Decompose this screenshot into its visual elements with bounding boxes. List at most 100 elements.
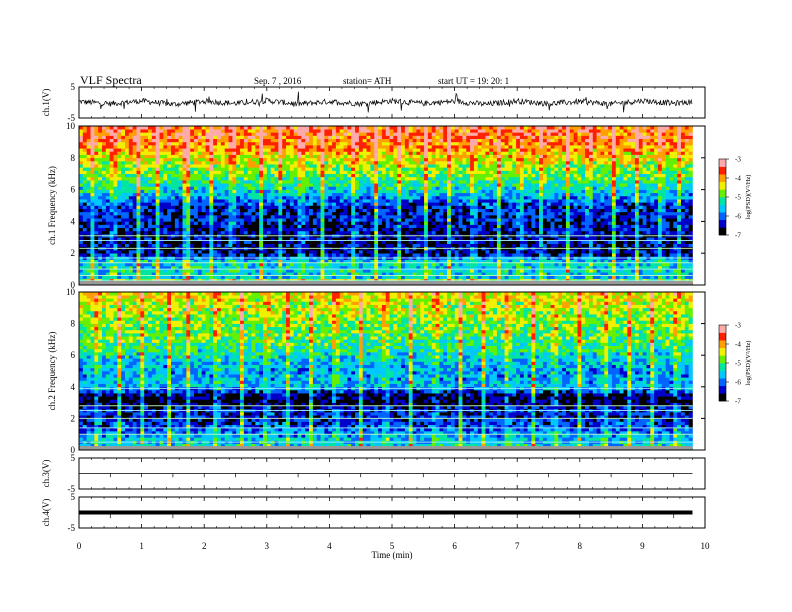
spectrogram-cell <box>117 129 122 133</box>
spectrogram-cell <box>140 202 145 206</box>
spectrogram-cell <box>320 211 325 216</box>
spectrogram-cell <box>439 138 444 143</box>
spectrogram-cell <box>236 132 241 136</box>
spectrogram-cell <box>90 265 95 270</box>
spectrogram-cell <box>378 145 383 149</box>
spectrogram-cell <box>385 151 390 155</box>
spectrogram-cell <box>94 183 99 187</box>
spectrogram-cell <box>243 192 248 197</box>
spectrogram-cell <box>381 167 387 171</box>
spectrogram-cell <box>339 180 344 184</box>
spectrogram-cell <box>201 272 206 276</box>
spectrogram-cell <box>381 205 387 209</box>
spectrogram-cell <box>439 151 444 155</box>
spectrogram-cell <box>213 269 218 273</box>
spectrogram-cell <box>358 215 364 219</box>
spectrogram-cell <box>420 176 425 181</box>
spectrogram-cell <box>332 275 337 279</box>
spectrogram-cell <box>247 243 252 248</box>
spectrogram-cell <box>148 240 153 244</box>
spectrogram-cell <box>301 148 306 152</box>
spectrogram-cell <box>266 259 272 264</box>
spectrogram-cell <box>136 148 141 152</box>
spectrogram-cell <box>347 199 352 203</box>
spectrogram-cell <box>217 243 222 248</box>
spectrogram-cell <box>358 160 364 165</box>
spectrogram-cell <box>113 208 118 213</box>
spectrogram-cell <box>335 253 341 257</box>
spectrogram-cell <box>94 180 99 184</box>
spectrogram-cell <box>374 167 379 171</box>
spectrogram-cell <box>86 195 91 200</box>
spectrogram-cell <box>404 180 410 184</box>
spectrogram-cell <box>121 237 126 241</box>
spectrogram-cell <box>190 157 195 162</box>
spectrogram-cell <box>109 132 114 136</box>
spectrogram-cell <box>424 132 429 136</box>
spectrogram-cell <box>205 160 210 165</box>
spectrogram-cell <box>312 230 318 235</box>
station-label: station= ATH <box>343 76 392 86</box>
spectrogram-cell <box>159 160 164 165</box>
spectrogram-cell <box>255 202 260 206</box>
spectrogram-cell <box>109 237 114 241</box>
spectrogram-cell <box>324 224 329 229</box>
spectrogram-cell <box>190 202 195 206</box>
spectrogram-cell <box>397 160 402 165</box>
spectrogram-cell <box>178 138 183 143</box>
spectrogram-cell <box>190 224 195 229</box>
spectrogram-cell <box>140 157 145 162</box>
spectrogram-cell <box>236 151 241 155</box>
spectrogram-cell <box>232 157 237 162</box>
spectrogram-cell <box>297 164 302 168</box>
spectrogram-cell <box>393 138 398 143</box>
spectrogram-cell <box>427 243 433 248</box>
spectrogram-cell <box>144 145 149 149</box>
spectrogram-cell <box>182 230 187 235</box>
spectrogram-cell <box>404 126 410 130</box>
spectrogram-cell <box>289 250 295 254</box>
spectrogram-cell <box>355 230 360 235</box>
spectrogram-cell <box>366 272 371 276</box>
spectrogram-cell <box>113 224 118 229</box>
spectrogram-cell <box>247 164 252 168</box>
spectrogram-cell <box>144 126 149 130</box>
spectrogram-cell <box>316 138 321 143</box>
spectrogram-cell <box>190 215 195 219</box>
spectrogram-cell <box>374 135 379 140</box>
spectrogram-cell <box>213 208 218 213</box>
spectrogram-cell <box>255 160 260 165</box>
spectrogram-cell <box>236 138 241 143</box>
spectrogram-cell <box>167 215 172 219</box>
spectrogram-cell <box>427 262 433 267</box>
spectrogram-cell <box>370 240 375 244</box>
spectrogram-cell <box>385 250 390 254</box>
spectrogram-cell <box>397 243 402 248</box>
spectrogram-cell <box>408 180 413 184</box>
spectrogram-cell <box>86 126 91 130</box>
spectrogram-cell <box>197 275 202 279</box>
spectrogram-cell <box>320 176 325 181</box>
spectrogram-cell <box>393 186 398 190</box>
spectrogram-cell <box>412 148 417 152</box>
spectrogram-cell <box>286 148 291 152</box>
spectrogram-cell <box>362 189 367 194</box>
spectrogram-cell <box>213 230 218 235</box>
spectrogram-cell <box>102 132 107 136</box>
spectrogram-cell <box>151 192 156 197</box>
spectrogram-cell <box>132 218 137 222</box>
spectrogram-cell <box>404 259 410 264</box>
spectrogram-cell <box>293 186 298 190</box>
spectrogram-cell <box>243 148 248 152</box>
spectrogram-cell <box>297 186 302 190</box>
spectrogram-cell <box>343 208 348 213</box>
spectrogram-cell <box>159 218 164 222</box>
spectrogram-cell <box>228 205 233 209</box>
spectrogram-cell <box>424 250 429 254</box>
spectrogram-cell <box>201 141 206 146</box>
spectrogram-cell <box>113 265 118 270</box>
spectrogram-cell <box>408 259 413 264</box>
spectrogram-cell <box>301 195 306 200</box>
spectrogram-cell <box>186 218 191 222</box>
spectrogram-cell <box>167 253 172 257</box>
